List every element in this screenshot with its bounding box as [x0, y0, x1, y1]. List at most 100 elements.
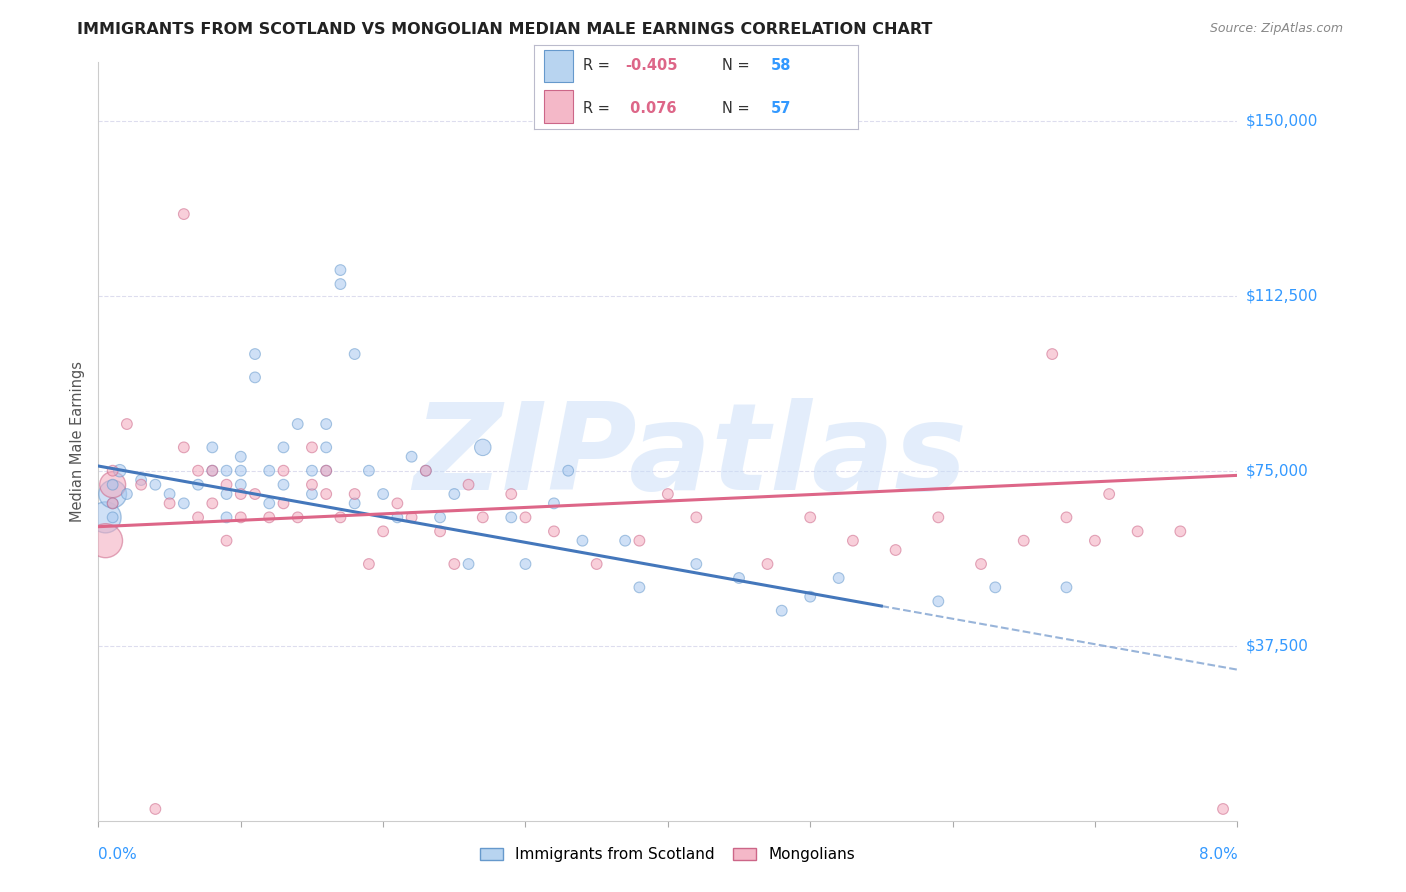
Point [501, 487, 523, 501]
Point [101, 496, 124, 510]
Point [927, 594, 949, 608]
Point [357, 464, 380, 478]
Point [315, 417, 337, 431]
Point [329, 277, 352, 291]
Text: R =: R = [582, 58, 614, 73]
Point [443, 557, 465, 571]
Point [543, 524, 565, 539]
Point [94, 510, 117, 524]
Point [101, 496, 124, 510]
Text: $37,500: $37,500 [1246, 638, 1309, 653]
Text: 58: 58 [770, 58, 790, 73]
Point [315, 464, 337, 478]
Bar [544, 50, 574, 82]
Point [187, 477, 209, 491]
Text: Source: ZipAtlas.com: Source: ZipAtlas.com [1209, 22, 1343, 36]
Point [201, 441, 224, 455]
Point [159, 496, 181, 510]
Point [301, 487, 323, 501]
Point [215, 533, 238, 548]
Point [387, 496, 409, 510]
Point [315, 464, 337, 478]
Point [371, 487, 394, 501]
Point [471, 510, 494, 524]
Point [259, 510, 281, 524]
Point [259, 496, 281, 510]
Text: N =: N = [721, 101, 754, 116]
Point [756, 557, 779, 571]
Point [614, 533, 637, 548]
Y-axis label: Median Male Earnings: Median Male Earnings [70, 361, 86, 522]
Point [243, 487, 266, 501]
Point [259, 464, 281, 478]
Point [273, 464, 295, 478]
Point [927, 510, 949, 524]
Point [585, 557, 607, 571]
Point [429, 510, 451, 524]
Point [329, 263, 352, 277]
Point [401, 510, 423, 524]
Point [657, 487, 679, 501]
Text: -0.405: -0.405 [624, 58, 678, 73]
Point [187, 510, 209, 524]
Point [770, 604, 793, 618]
Point [828, 571, 851, 585]
Point [471, 441, 494, 455]
Bar [544, 90, 574, 122]
Point [543, 496, 565, 510]
Point [799, 510, 821, 524]
Point [628, 580, 651, 594]
Point [457, 477, 479, 491]
Point [101, 477, 124, 491]
Point [1012, 533, 1035, 548]
Point [571, 533, 593, 548]
Point [515, 510, 537, 524]
Point [343, 487, 366, 501]
Point [984, 580, 1007, 594]
Point [201, 496, 224, 510]
Point [329, 510, 352, 524]
Point [371, 524, 394, 539]
Point [401, 450, 423, 464]
Point [301, 441, 323, 455]
Point [94, 533, 117, 548]
Legend: Immigrants from Scotland, Mongolians: Immigrants from Scotland, Mongolians [481, 847, 855, 863]
Point [101, 487, 124, 501]
Point [108, 464, 131, 478]
Text: 0.076: 0.076 [624, 101, 676, 116]
Point [685, 510, 707, 524]
Point [884, 543, 907, 558]
Point [101, 510, 124, 524]
Text: ZIPatlas: ZIPatlas [413, 398, 967, 516]
Text: $112,500: $112,500 [1246, 288, 1317, 303]
Point [628, 533, 651, 548]
Point [159, 487, 181, 501]
Point [1170, 524, 1192, 539]
Point [1084, 533, 1107, 548]
Point [1098, 487, 1121, 501]
Point [970, 557, 993, 571]
Point [557, 464, 579, 478]
Point [243, 370, 266, 384]
Text: $150,000: $150,000 [1246, 113, 1317, 128]
Point [1212, 802, 1234, 816]
Text: 0.0%: 0.0% [98, 847, 138, 863]
Point [229, 477, 252, 491]
Point [145, 477, 167, 491]
Text: IMMIGRANTS FROM SCOTLAND VS MONGOLIAN MEDIAN MALE EARNINGS CORRELATION CHART: IMMIGRANTS FROM SCOTLAND VS MONGOLIAN ME… [77, 22, 932, 37]
Point [415, 464, 437, 478]
Point [229, 510, 252, 524]
Point [301, 464, 323, 478]
Point [443, 487, 465, 501]
Point [215, 487, 238, 501]
Point [1040, 347, 1063, 361]
Point [287, 417, 309, 431]
Text: N =: N = [721, 58, 754, 73]
Point [287, 510, 309, 524]
Point [457, 557, 479, 571]
Point [187, 464, 209, 478]
Point [201, 464, 224, 478]
Point [387, 510, 409, 524]
Point [129, 473, 152, 487]
Point [1126, 524, 1149, 539]
